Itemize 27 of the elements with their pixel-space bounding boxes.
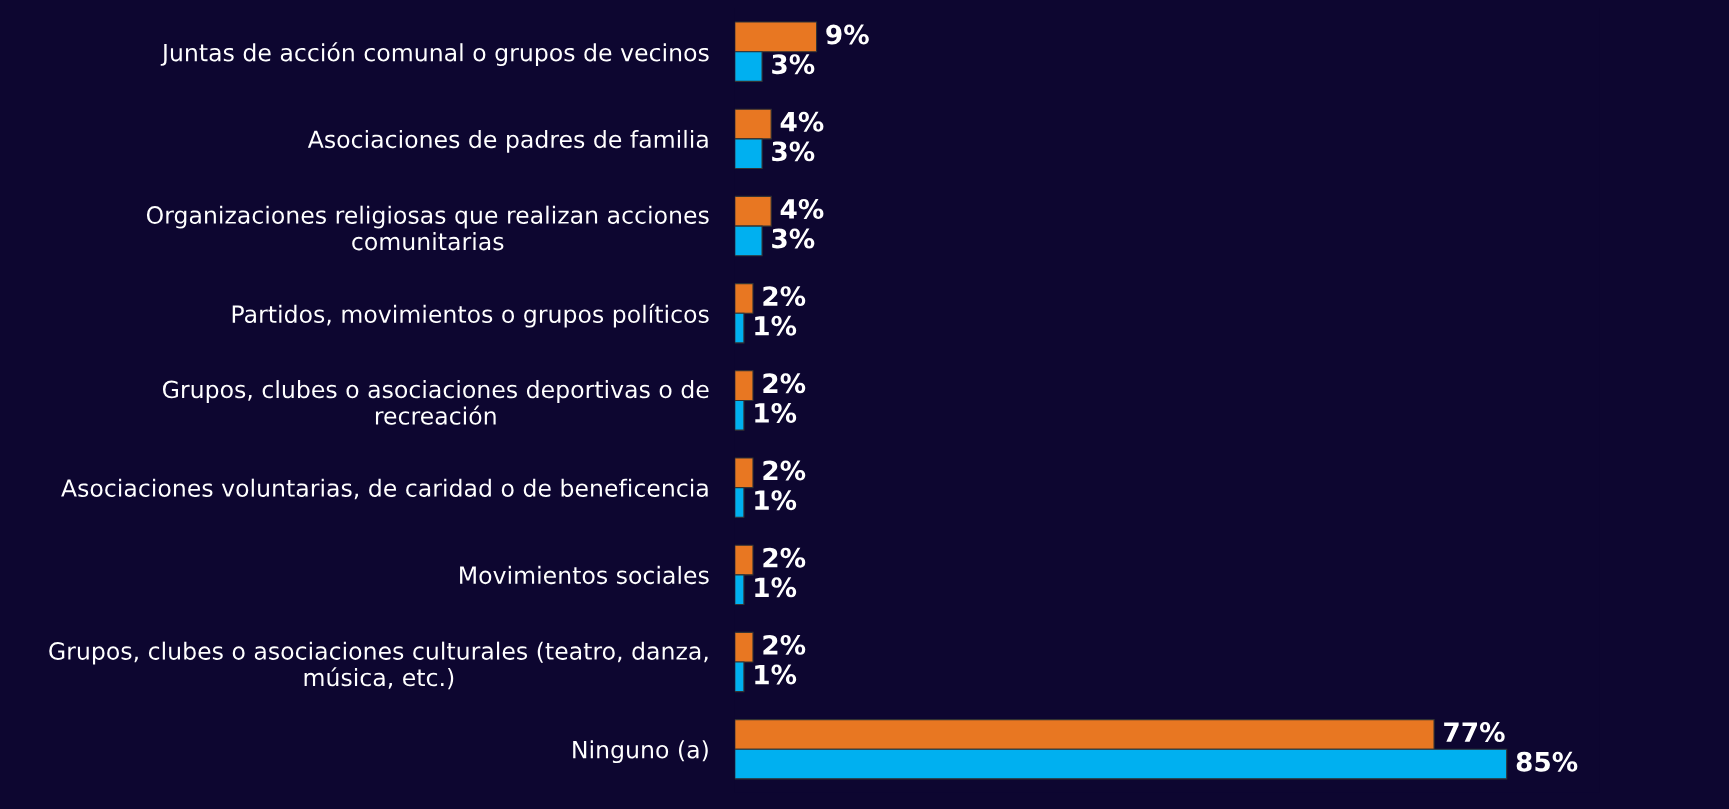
data-label: 3% bbox=[772, 141, 815, 162]
y-tick-label: Asociaciones voluntarias, de caridad o de beneficencia bbox=[61, 478, 708, 500]
data-label: 3% bbox=[772, 228, 815, 249]
data-label: 1% bbox=[755, 664, 797, 685]
y-tick-label: Grupos, clubes o asociaciones culturales (teatro, danza, música, etc.) bbox=[49, 641, 708, 690]
y-tick-label: Organizaciones religiosas que realizan acciones comunitarias bbox=[146, 205, 709, 251]
data-label: 4% bbox=[780, 198, 824, 219]
data-label: 2% bbox=[763, 286, 806, 307]
data-label: 2% bbox=[763, 634, 806, 655]
y-tick-label: Grupos, clubes o asociaciones deportivas o de recreación bbox=[162, 380, 709, 425]
data-label: 2% bbox=[763, 460, 806, 481]
data-label: 2% bbox=[763, 373, 806, 394]
y-tick-label: Juntas de acción comunal o grupos de vecinos bbox=[160, 42, 709, 67]
data-label: 77% bbox=[1444, 722, 1505, 743]
data-label: 3% bbox=[772, 54, 815, 75]
data-label: 4% bbox=[780, 111, 824, 132]
y-tick-label: Movimientos sociales bbox=[460, 565, 709, 585]
data-label: 1% bbox=[755, 577, 797, 598]
y-tick-label: Partidos, movimientos o grupos políticos bbox=[232, 303, 709, 328]
data-label: 2% bbox=[763, 547, 806, 568]
y-tick-label: Ninguno (a) bbox=[573, 740, 708, 764]
data-label: 9% bbox=[826, 24, 869, 45]
data-label: 1% bbox=[755, 315, 797, 336]
y-tick-label: Asociaciones de padres de familia bbox=[307, 129, 708, 153]
data-label: 1% bbox=[755, 402, 797, 423]
data-label: 85% bbox=[1516, 751, 1578, 772]
data-label: 1% bbox=[755, 490, 797, 511]
